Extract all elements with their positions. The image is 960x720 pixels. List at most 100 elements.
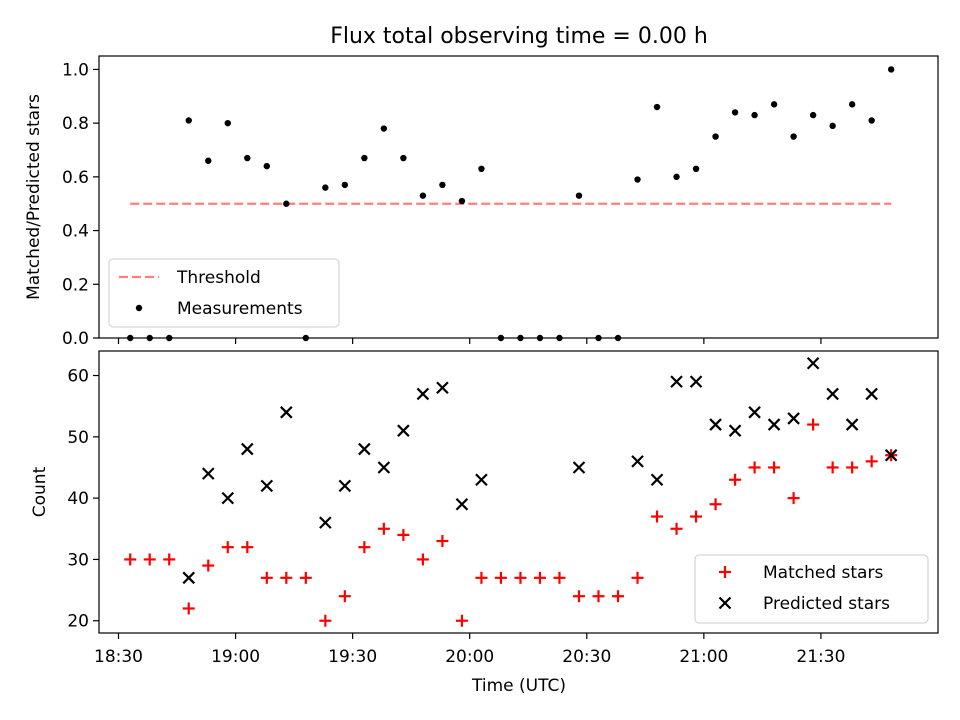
measurement-point	[361, 154, 368, 162]
x-tick-label: 19:30	[328, 647, 377, 667]
matched-star-point	[553, 571, 566, 584]
measurement-point	[829, 122, 836, 130]
matched-star-point	[494, 571, 507, 584]
matched-star-point	[768, 461, 781, 474]
x-tick-label: 19:00	[211, 647, 260, 667]
matched-star-point	[572, 590, 585, 603]
measurement-point	[400, 154, 407, 162]
matched-star-point	[690, 510, 703, 523]
legend-matched-label: Matched stars	[763, 563, 883, 583]
measurement-points	[127, 66, 895, 342]
matched-star-point	[865, 455, 878, 468]
matched-star-point	[475, 571, 488, 584]
measurement-point	[751, 111, 758, 119]
top-y-ticks: 0.0 0.2 0.4 0.6 0.8 1.0	[62, 60, 99, 349]
measurement-point	[868, 117, 875, 124]
legend-predicted-label: Predicted stars	[763, 594, 890, 614]
x-tick-label: 21:30	[796, 647, 845, 667]
matched-star-point	[358, 541, 371, 554]
predicted-star-point	[338, 479, 352, 493]
predicted-star-point	[670, 375, 683, 388]
matched-star-point	[319, 614, 332, 627]
predicted-star-point	[884, 448, 898, 462]
predicted-star-point	[650, 473, 664, 487]
predicted-star-point	[221, 491, 235, 505]
legend-threshold-label: Threshold	[176, 268, 261, 288]
matched-star-point	[514, 571, 527, 584]
predicted-star-point	[475, 473, 488, 487]
measurement-point	[809, 111, 817, 119]
bottom-y-tick-label: 60	[67, 367, 89, 387]
predicted-star-point	[806, 356, 820, 370]
matched-star-point	[221, 541, 234, 554]
predicted-star-point	[319, 516, 332, 529]
matched-star-point	[397, 528, 410, 541]
measurement-point	[224, 119, 231, 127]
x-tick-label: 18:30	[94, 647, 143, 667]
matched-star-point	[436, 535, 449, 548]
bottom-y-ticks: 20 30 40 50 60	[67, 367, 99, 632]
measurement-point	[575, 192, 583, 199]
matched-star-point	[651, 510, 664, 523]
predicted-star-point	[845, 418, 859, 431]
measurement-point	[478, 165, 485, 172]
measurement-point	[692, 165, 700, 172]
top-y-tick-label: 0.2	[62, 275, 89, 295]
top-legend-box	[108, 258, 340, 328]
matched-star-point	[846, 461, 859, 474]
predicted-star-point	[182, 571, 196, 585]
x-tick-label: 20:00	[445, 647, 494, 667]
matched-star-point	[612, 590, 625, 603]
matched-star-point	[280, 571, 293, 584]
bottom-y-label: Count	[30, 466, 50, 517]
predicted-star-point	[260, 479, 274, 493]
bottom-panel: 20 30 40 50 60 18:30 19:00 19:30 20:00 20:30 21:0…	[30, 350, 939, 696]
matched-star-point	[202, 559, 215, 572]
predicted-star-point	[436, 381, 449, 395]
predicted-star-point	[709, 418, 722, 431]
matched-star-point	[807, 418, 820, 431]
matched-star-point	[592, 590, 605, 603]
matched-star-point	[748, 461, 761, 474]
bottom-x-ticks: 18:30 19:00 19:30 20:00 20:30 21:00 21:30	[94, 633, 845, 667]
measurement-point	[439, 181, 446, 189]
top-y-tick-label: 0.0	[62, 329, 89, 349]
predicted-star-point	[416, 387, 430, 401]
top-panel: 0.0 0.2 0.4 0.6 0.8 1.0 Matched/Predicted sta…	[24, 55, 939, 349]
matched-star-point	[260, 571, 273, 584]
matched-star-point	[826, 461, 839, 474]
measurement-point	[712, 133, 719, 140]
measurement-point	[887, 66, 895, 73]
top-y-tick-label: 0.6	[62, 168, 89, 188]
matched-star-point	[533, 571, 546, 584]
measurement-point	[185, 117, 192, 124]
predicted-star-point	[397, 424, 410, 437]
predicted-star-point	[280, 406, 293, 419]
bottom-legend: Matched stars Predicted stars	[694, 554, 929, 624]
x-axis-label: Time (UTC)	[471, 676, 566, 696]
predicted-star-point	[241, 442, 254, 456]
predicted-star-point	[767, 418, 781, 431]
bottom-y-tick-label: 40	[67, 489, 89, 509]
predicted-star-point	[201, 467, 215, 480]
predicted-star-point	[689, 375, 703, 388]
matched-star-point	[416, 553, 429, 566]
bottom-y-tick-label: 50	[67, 428, 89, 448]
measurement-point	[341, 181, 349, 189]
legend-matched-swatch	[719, 566, 731, 578]
matched-star-point	[124, 553, 137, 566]
measurement-point	[263, 162, 270, 170]
predicted-star-point	[455, 497, 469, 511]
x-tick-label: 21:00	[679, 647, 728, 667]
predicted-star-point	[748, 406, 761, 419]
bottom-y-tick-label: 30	[67, 550, 89, 570]
measurement-point	[731, 109, 739, 116]
top-y-tick-label: 1.0	[62, 60, 89, 80]
predicted-star-point	[787, 412, 800, 425]
measurement-point	[419, 192, 427, 199]
matched-star-point	[338, 590, 351, 603]
top-legend: Threshold Measurements	[108, 258, 340, 328]
x-tick-label: 20:30	[562, 647, 611, 667]
matched-star-point	[163, 553, 176, 566]
bottom-legend-box	[694, 554, 929, 624]
